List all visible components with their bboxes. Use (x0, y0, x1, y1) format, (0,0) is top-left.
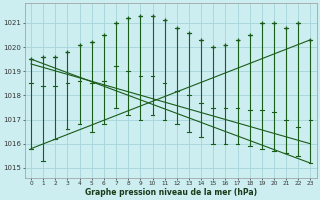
X-axis label: Graphe pression niveau de la mer (hPa): Graphe pression niveau de la mer (hPa) (85, 188, 257, 197)
